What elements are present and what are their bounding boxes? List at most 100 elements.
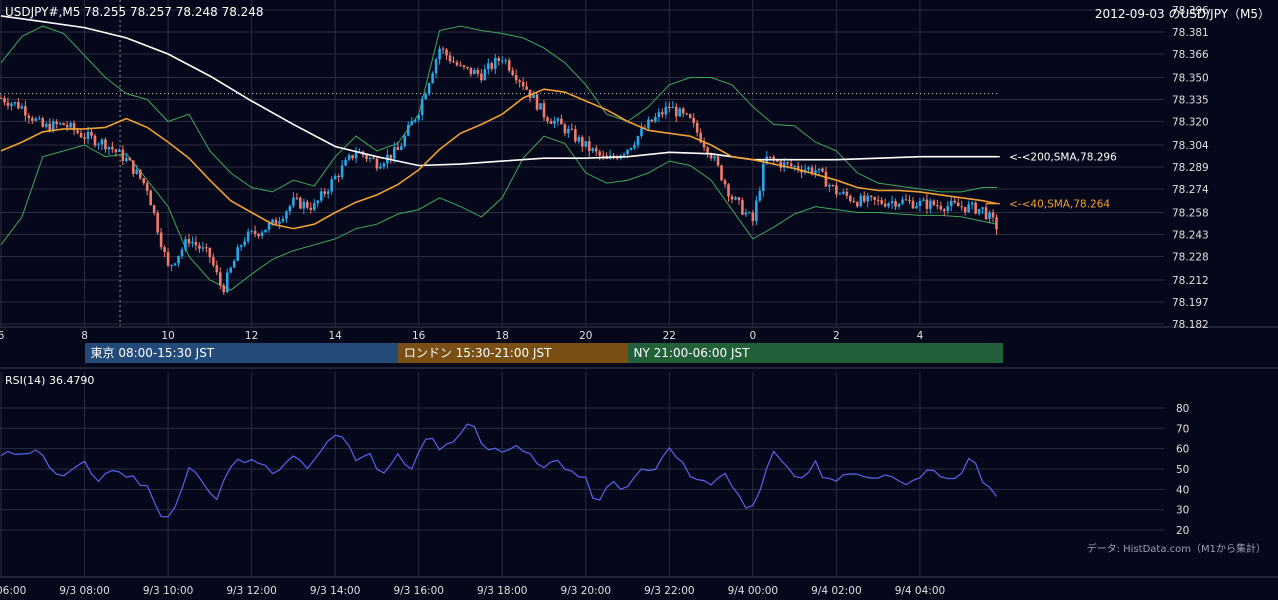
candle-body [657, 112, 661, 117]
candle-body [713, 156, 716, 159]
candle-body [887, 203, 890, 207]
candle-body [953, 200, 957, 203]
date-tick-label: 9/3 08:00 [59, 585, 110, 597]
candle-body [612, 155, 615, 158]
candle-body [546, 117, 549, 122]
candle-body [58, 123, 62, 125]
candle-body [93, 135, 97, 146]
date-tick-label: 9/3 14:00 [310, 585, 361, 597]
candle-body [828, 184, 831, 187]
hour-tick-label: 2 [833, 330, 840, 342]
candle-body [775, 160, 779, 162]
candle-body [862, 195, 866, 202]
candle-body [859, 195, 863, 207]
candle-body [821, 168, 824, 172]
candle-body [48, 123, 52, 132]
rsi-line [0, 423, 997, 518]
candle-body [580, 137, 584, 147]
hour-tick-label: 10 [161, 330, 174, 342]
sma40-line [0, 88, 998, 230]
candle-body [699, 132, 702, 143]
price-tick-label: 78.182 [1172, 319, 1209, 331]
time-axis-hours: 6 8 10 12 14 16 18 20 22 0 2 4 [0, 330, 924, 342]
hour-tick-label: 4 [917, 330, 924, 342]
candle-body [452, 61, 455, 63]
candle-body [86, 131, 90, 139]
candle-body [977, 208, 981, 214]
candle-body [316, 200, 320, 204]
candle-body [995, 217, 998, 230]
rsi-tick-label: 40 [1176, 484, 1189, 496]
candle-body [727, 184, 730, 197]
candle-body [368, 157, 372, 159]
price-tick-label: 78.366 [1172, 49, 1209, 61]
date-tick-label: 9/4 02:00 [811, 585, 862, 597]
candle-body [702, 142, 706, 148]
candle-body [121, 149, 125, 162]
candle-body [796, 166, 800, 170]
candle-body [842, 191, 845, 194]
candle-body [330, 179, 333, 192]
date-tick-label: 9/3 20:00 [561, 585, 612, 597]
candle-body [622, 154, 626, 156]
candle-body [281, 218, 285, 222]
candle-body [584, 141, 588, 147]
candle-body [567, 128, 570, 134]
candle-body [138, 169, 142, 179]
candle-body [967, 204, 970, 213]
candle-body [326, 191, 330, 194]
candle-body [260, 232, 264, 237]
candle-body [434, 59, 438, 74]
candle-body [13, 102, 17, 104]
candle-body [448, 55, 452, 62]
candle-body [184, 239, 187, 250]
candle-body [793, 166, 796, 168]
candle-body [351, 155, 354, 159]
price-tick-label: 78.396 [1172, 5, 1209, 17]
candle-body [730, 196, 734, 200]
candle-body [264, 229, 267, 233]
candle-body [984, 207, 988, 220]
candle-body [118, 149, 121, 152]
candle-body [678, 108, 682, 117]
candle-body [55, 121, 58, 125]
candle-body [271, 219, 274, 224]
candle-body [431, 73, 434, 84]
candle-body [894, 201, 897, 207]
candle-body [222, 285, 226, 293]
candle-body [876, 199, 880, 201]
bollinger-bands [0, 25, 998, 291]
price-tick-label: 78.381 [1172, 27, 1209, 39]
candle-body [626, 149, 629, 155]
candle-body [866, 195, 870, 202]
candle-body [587, 141, 591, 152]
candle-body [601, 155, 605, 157]
candle-body [403, 135, 407, 147]
candle-body [852, 200, 856, 203]
candle-body [849, 195, 852, 201]
rsi-tick-label: 80 [1176, 403, 1189, 415]
candle-body [427, 83, 431, 95]
candle-body [62, 123, 65, 126]
candle-body [476, 69, 480, 74]
candle-body [981, 207, 984, 209]
candle-body [288, 205, 292, 212]
candle-body [365, 155, 368, 159]
session-band: ロンドン 15:30-21:00 JST [397, 343, 628, 363]
rsi-axis: 80 70 60 50 40 30 20 [1176, 403, 1189, 537]
candle-body [156, 212, 159, 233]
candle-body [83, 137, 86, 139]
candle-body [814, 170, 817, 174]
candle-body [991, 212, 995, 218]
candle-body [20, 106, 24, 109]
candle-body [344, 159, 347, 166]
candle-body [542, 103, 546, 118]
candle-body [163, 247, 166, 252]
rsi-series [0, 423, 997, 518]
price-tick-label: 78.212 [1172, 275, 1209, 287]
candle-body [27, 115, 31, 119]
candle-body [762, 163, 765, 191]
hour-tick-label: 16 [412, 330, 426, 342]
date-tick-label: 9/4 04:00 [895, 585, 946, 597]
candle-body [180, 249, 184, 256]
